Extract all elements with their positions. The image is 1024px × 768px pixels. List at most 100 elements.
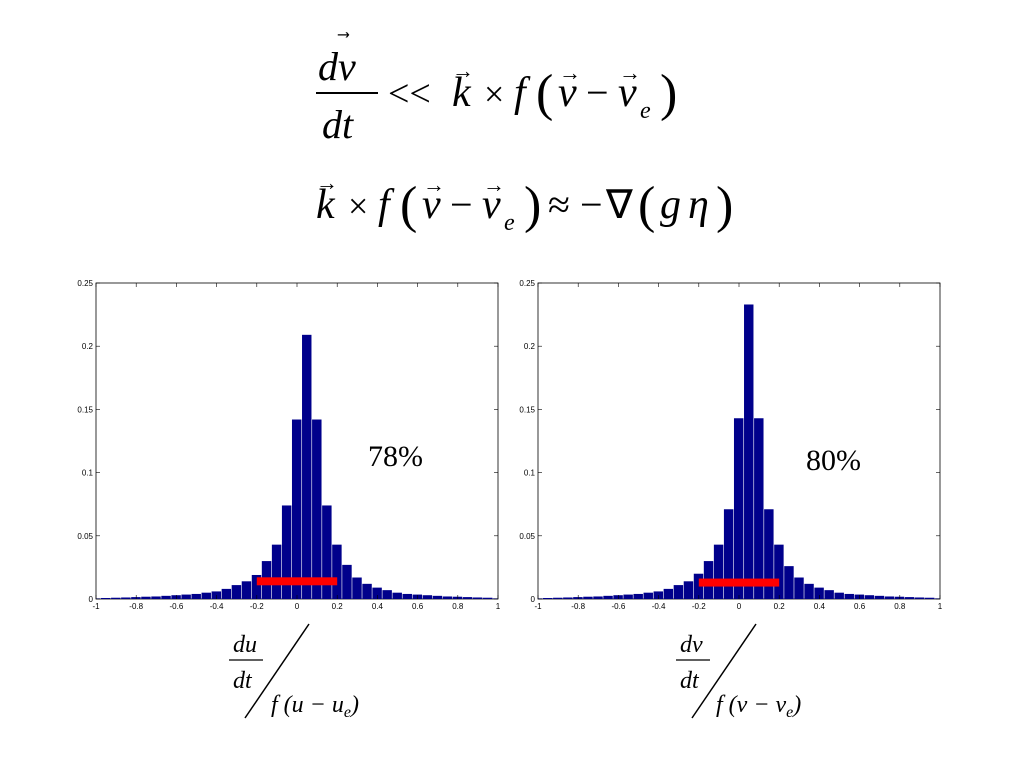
xlabel-left-slash <box>244 623 310 719</box>
y-tick-label: 0.15 <box>519 405 535 414</box>
eq1-v: v <box>558 70 577 116</box>
eq1-ve-arrow: → <box>619 60 641 85</box>
eq1-times: × <box>484 74 504 114</box>
histogram-bar <box>583 596 593 599</box>
histogram-bar <box>543 597 553 599</box>
x-tick-label: 0.6 <box>854 602 866 611</box>
y-tick-label: 0.2 <box>82 342 94 351</box>
histogram-bar <box>422 595 433 599</box>
eq2-ve-arrow: → <box>483 172 505 197</box>
eq1-den: dt <box>322 102 354 147</box>
histogram-bar <box>191 593 201 599</box>
histogram-bar <box>914 597 925 599</box>
histogram-bar <box>874 595 885 599</box>
histogram-bar <box>392 592 402 599</box>
histogram-bar <box>794 577 804 599</box>
y-tick-label: 0.1 <box>524 469 536 478</box>
equation-2-svg: k → × f ( v → − v → e ) ≈ − ∇ ( g η ) <box>316 170 733 236</box>
equation-1: dv ⃗ dt << k → × f ( v → − v → e ) <box>300 30 740 150</box>
histogram-bar <box>432 595 443 599</box>
histogram-bar <box>673 585 684 599</box>
x-tick-label: 0.8 <box>894 602 906 611</box>
eq2-rparen2: ) <box>716 177 733 234</box>
histogram-bar <box>342 564 352 599</box>
equation-2: k → × f ( v → − v → e ) ≈ − ∇ ( g η ) <box>300 160 780 240</box>
histogram-bar <box>181 594 191 599</box>
eq2-g: g <box>660 182 681 228</box>
histogram-bar <box>482 597 493 599</box>
xlabel-right-slash <box>691 623 757 719</box>
x-tick-label: 0.4 <box>814 602 826 611</box>
histogram-bar <box>693 573 704 599</box>
histogram-bar <box>713 544 724 599</box>
vec-arrow: ⃗ <box>337 32 350 38</box>
histogram-bar <box>538 598 543 599</box>
x-tick-label: -0.4 <box>210 602 224 611</box>
x-tick-label: -0.6 <box>612 602 626 611</box>
histogram-bar <box>623 594 633 599</box>
x-tick-label: 0.2 <box>332 602 344 611</box>
histogram-bar <box>322 505 332 599</box>
eq2-times: × <box>348 186 368 226</box>
y-tick-label: 0.15 <box>77 405 93 414</box>
histogram-bar <box>161 595 171 599</box>
histogram-bar <box>372 587 382 599</box>
eq1-k-arrow: → <box>452 58 474 83</box>
percentage-annotation-left: 78% <box>368 440 423 473</box>
xlabel-left-den: dt <box>233 668 253 694</box>
histogram-bar <box>683 581 694 599</box>
y-tick-label: 0.2 <box>524 342 536 351</box>
y-tick-label: 0.05 <box>519 532 535 541</box>
x-tick-label: -1 <box>92 602 100 611</box>
histogram-bar <box>332 544 342 599</box>
xlabel-right-num: dv <box>680 632 703 658</box>
histogram-bar <box>744 304 754 599</box>
histogram-bar <box>442 596 453 599</box>
xlabel-right-svg: dv dt f (v − ve) <box>676 623 801 721</box>
x-tick-label: -0.8 <box>571 602 585 611</box>
histogram-bar <box>462 597 473 599</box>
y-tick-label: 0.1 <box>82 469 94 478</box>
histogram-bar <box>121 597 131 599</box>
histogram-bar <box>352 577 362 599</box>
eq2-v: v <box>422 182 441 228</box>
eq2-k-arrow: → <box>316 170 338 195</box>
histogram-bar <box>824 590 834 599</box>
eq1-ve: v <box>618 70 637 116</box>
histogram-bar <box>924 597 935 599</box>
histogram-bar <box>834 592 844 599</box>
eq2-minus: − <box>450 182 473 227</box>
histogram-bar <box>291 419 302 599</box>
eq2-nabla: ∇ <box>605 182 633 227</box>
histogram-bar <box>774 544 784 599</box>
histogram-bar <box>251 574 262 599</box>
eq1-minus: − <box>586 70 609 115</box>
histogram-bar <box>804 583 814 599</box>
eq1-num: dv <box>318 44 356 89</box>
highlight-range-bar <box>256 577 338 586</box>
eq2-k: k <box>316 182 336 228</box>
x-tick-label: -1 <box>534 602 542 611</box>
eq1-rparen: ) <box>660 65 677 122</box>
x-tick-label: 1 <box>938 602 943 611</box>
histogram-bar <box>211 591 222 599</box>
xlabel-right-divisor: f (v − ve) <box>716 692 801 721</box>
eq2-lparen: ( <box>400 177 417 234</box>
y-tick-label: 0.25 <box>519 279 535 288</box>
x-tick-label: 0.8 <box>452 602 464 611</box>
x-tick-label: 0.4 <box>372 602 384 611</box>
y-tick-label: 0 <box>89 595 94 604</box>
eq2-neg: − <box>580 182 603 227</box>
eq1-k: k <box>452 70 472 116</box>
histogram-bar <box>281 505 292 599</box>
histogram-bar <box>312 419 322 599</box>
histogram-bar <box>151 596 161 599</box>
eq2-rparen: ) <box>524 177 541 234</box>
histogram-bar <box>563 597 573 599</box>
histogram-bar <box>382 590 392 599</box>
xlabel-right: dv dt f (v − ve) <box>672 620 842 730</box>
eq1-relation: << <box>388 73 431 115</box>
histogram-bar <box>241 581 252 599</box>
histogram-bar <box>814 587 824 599</box>
x-tick-label: -0.2 <box>250 602 264 611</box>
